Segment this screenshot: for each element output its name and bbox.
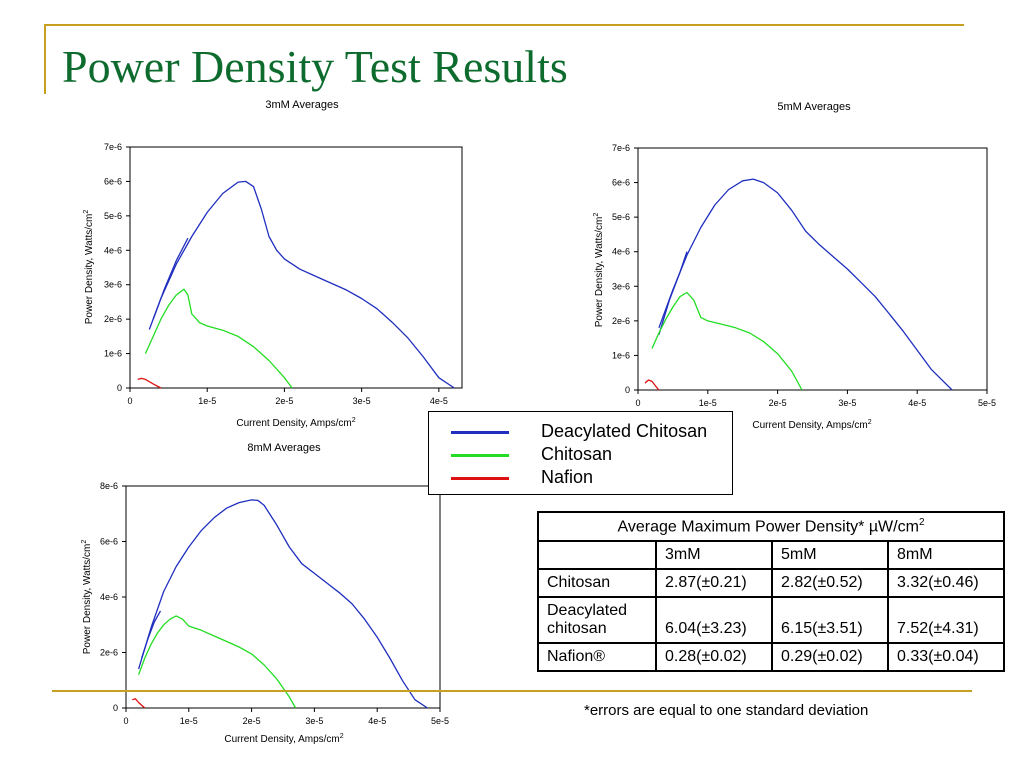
x-tick-label: 1e-5 — [198, 396, 216, 406]
legend: Deacylated Chitosan Chitosan Nafion — [428, 411, 733, 495]
table-row: Deacylated chitosan 6.04(±3.23) 6.15(±3.… — [537, 596, 1005, 645]
table-header-8mm: 8mM — [887, 540, 1005, 571]
x-tick-label: 0 — [127, 396, 132, 406]
footnote: *errors are equal to one standard deviat… — [584, 702, 869, 719]
y-tick-label: 7e-6 — [104, 142, 122, 152]
slide-title: Power Density Test Results — [62, 41, 568, 92]
table-cell-row-label: Chitosan — [537, 568, 657, 599]
series-line-deacylated-chitosan — [152, 237, 189, 320]
legend-label-deacylated: Deacylated Chitosan — [541, 421, 708, 441]
table-cell: 6.04(±3.23) — [655, 596, 773, 645]
series-line-deacylated-chitosan — [148, 180, 455, 389]
table-header-5mm: 5mM — [771, 540, 889, 571]
y-axis-label: Power Density, Watts/cm2 — [83, 210, 95, 325]
legend-swatch-deacylated — [451, 431, 509, 434]
table-title: Average Maximum Power Density* µW/cm2 — [537, 510, 1005, 543]
table-title-row: Average Maximum Power Density* µW/cm2 — [537, 510, 1005, 543]
series-line-chitosan — [144, 288, 293, 389]
y-tick-label: 1e-6 — [104, 349, 122, 359]
plot-frame — [129, 146, 463, 389]
table-row: Chitosan 2.87(±0.21) 2.82(±0.52) 3.32(±0… — [537, 568, 1005, 599]
table-cell: 0.28(±0.02) — [655, 642, 773, 673]
y-tick-label: 2e-6 — [104, 314, 122, 324]
legend-label-chitosan: Chitosan — [541, 444, 613, 464]
x-tick-label: 2e-5 — [275, 396, 293, 406]
y-tick-label: 6e-6 — [104, 176, 122, 186]
table-cell: 0.29(±0.02) — [771, 642, 889, 673]
legend-item-nafion: Nafion — [429, 467, 732, 489]
x-axis-label: Current Density, Amps/cm2 — [236, 417, 355, 429]
x-tick-label: 4e-5 — [430, 396, 448, 406]
table-header-3mm: 3mM — [655, 540, 773, 571]
table-cell-row-label: Nafion® — [537, 642, 657, 673]
legend-swatch-nafion — [451, 477, 509, 480]
y-tick-label: 0 — [117, 383, 122, 393]
table-cell: 3.32(±0.46) — [887, 568, 1005, 599]
series-line-nafion — [137, 377, 162, 389]
legend-label-nafion: Nafion — [541, 467, 594, 487]
table-cell: 2.87(±0.21) — [655, 568, 773, 599]
legend-item-deacylated: Deacylated Chitosan — [429, 421, 732, 443]
legend-swatch-chitosan — [451, 454, 509, 457]
table-row: Nafion® 0.28(±0.02) 0.29(±0.02) 0.33(±0.… — [537, 642, 1005, 673]
x-tick-label: 3e-5 — [353, 396, 371, 406]
table-cell-row-label: Deacylated chitosan — [537, 596, 657, 645]
title-top-rule — [44, 24, 964, 26]
table-header-row: 3mM 5mM 8mM — [537, 540, 1005, 571]
footer-rule — [52, 690, 972, 692]
table-cell: 0.33(±0.04) — [887, 642, 1005, 673]
chart-title: 3mM Averages — [265, 99, 339, 111]
y-tick-label: 5e-6 — [104, 211, 122, 221]
y-tick-label: 4e-6 — [104, 245, 122, 255]
y-tick-label: 3e-6 — [104, 280, 122, 290]
table-header-blank — [537, 540, 657, 571]
table-cell: 2.82(±0.52) — [771, 568, 889, 599]
power-density-table: Average Maximum Power Density* µW/cm2 3m… — [537, 510, 1005, 673]
table-cell: 6.15(±3.51) — [771, 596, 889, 645]
legend-item-chitosan: Chitosan — [429, 444, 732, 466]
table-cell: 7.52(±4.31) — [887, 596, 1005, 645]
title-left-rule — [44, 24, 46, 94]
